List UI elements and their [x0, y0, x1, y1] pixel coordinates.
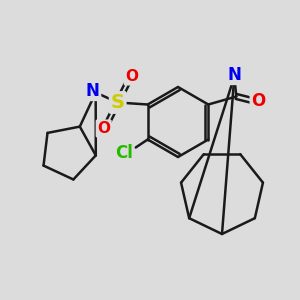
Text: N: N — [86, 82, 100, 100]
Text: O: O — [97, 121, 110, 136]
Text: O: O — [251, 92, 266, 110]
Text: Cl: Cl — [115, 145, 133, 163]
Text: S: S — [111, 93, 125, 112]
Text: N: N — [227, 65, 241, 83]
Text: O: O — [125, 69, 138, 84]
